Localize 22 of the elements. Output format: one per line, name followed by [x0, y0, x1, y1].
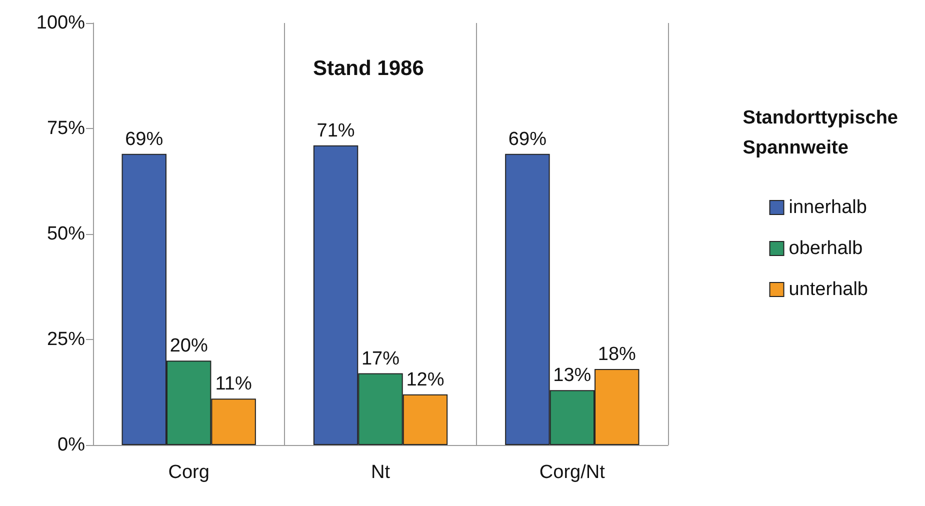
x-tick-label: Nt — [371, 462, 391, 483]
y-tick-label: 0% — [58, 434, 86, 456]
text: Stand 1986 — [313, 57, 424, 80]
data-label: 11% — [215, 374, 252, 395]
x-tick-label: Corg/Nt — [539, 462, 606, 483]
y-tick-label: 100% — [36, 12, 86, 34]
y-tick-label: 75% — [46, 118, 86, 139]
data-label: 71% — [316, 120, 355, 142]
data-label: 17% — [361, 348, 400, 370]
y-tick-label: 25% — [46, 329, 86, 350]
x-tick-label: Corg — [168, 462, 210, 483]
data-label: 13% — [553, 365, 592, 386]
data-label: 12% — [406, 369, 444, 390]
y-tick-label: 50% — [46, 224, 86, 244]
legend-label: innerhalb — [788, 197, 867, 218]
legend-label: unterhalb — [788, 279, 868, 300]
data-label: 69% — [508, 128, 547, 150]
legend-title: Standorttypische Spannweite — [742, 108, 898, 158]
data-label: 20% — [170, 336, 208, 357]
data-label: 18% — [598, 344, 636, 366]
legend-label: oberhalb — [788, 238, 863, 259]
data-label: 69% — [125, 128, 164, 150]
